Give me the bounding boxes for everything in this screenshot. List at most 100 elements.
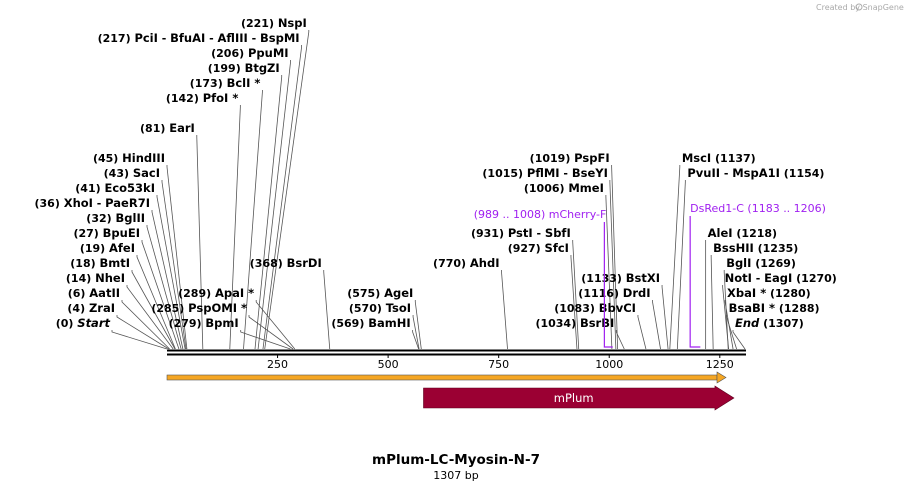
site-position: (1116) <box>578 287 623 300</box>
orf-track[interactable] <box>166 371 727 384</box>
site-position: (1218) <box>733 227 778 240</box>
restriction-site-label[interactable]: (931) PstI - SbfI <box>471 226 571 240</box>
site-leader <box>676 180 686 350</box>
restriction-site-label[interactable]: (1019) PspFI <box>530 151 610 165</box>
site-leader <box>412 315 420 350</box>
restriction-site-label[interactable]: End (1307) <box>735 316 804 330</box>
restriction-site-label[interactable]: MscI (1137) <box>682 151 756 165</box>
site-leader <box>264 30 310 350</box>
enzyme-name: NheI <box>95 271 125 285</box>
sequence-backbone <box>167 349 746 356</box>
restriction-site-label[interactable]: (199) BtgZI <box>208 61 280 75</box>
restriction-site-label[interactable]: (206) PpuMI <box>211 46 288 60</box>
site-leader <box>414 300 422 350</box>
restriction-site-label[interactable]: (285) PspOMI * <box>151 301 247 315</box>
snapgene-brand: SnapGene <box>863 3 904 12</box>
restriction-site-label[interactable]: (1034) BsrBI <box>535 316 614 330</box>
ruler-tick-label: 1250 <box>706 358 734 371</box>
restriction-site-label[interactable]: (927) SfcI <box>508 241 569 255</box>
enzyme-name: AatII <box>89 286 120 300</box>
restriction-site-label[interactable]: (43) SacI <box>104 166 160 180</box>
restriction-site-label[interactable]: (173) BclI * <box>190 76 261 90</box>
enzyme-name: ZraI <box>89 301 115 315</box>
site-leader <box>605 195 613 350</box>
enzyme-name: MmeI <box>568 181 604 195</box>
restriction-site-label[interactable]: (18) BmtI <box>70 256 130 270</box>
restriction-site-label[interactable]: (19) AfeI <box>80 241 135 255</box>
restriction-site-label[interactable]: (36) XhoI - PaeR7I <box>35 196 151 210</box>
restriction-site-label[interactable]: (279) BpmI <box>169 316 239 330</box>
restriction-site-label[interactable]: (1006) MmeI <box>524 181 604 195</box>
primer-annotations: (989 .. 1008) mCherry-F DsRed1-C (1183 ..… <box>474 202 826 348</box>
site-leader <box>131 270 176 350</box>
restriction-site-label[interactable]: PvuII - MspA1I (1154) <box>687 166 824 180</box>
site-leader <box>722 285 730 350</box>
restriction-site-label[interactable]: AleI (1218) <box>708 226 777 240</box>
site-position: (32) <box>86 212 115 225</box>
restriction-site-label[interactable]: BglI (1269) <box>726 256 796 270</box>
restriction-site-label[interactable]: (81) EarI <box>140 121 195 135</box>
restriction-site-label[interactable]: (1083) BbvCI <box>554 301 636 315</box>
site-leader <box>121 300 170 350</box>
restriction-site-label[interactable]: (14) NheI <box>66 271 125 285</box>
snapgene-logo-icon <box>855 3 863 11</box>
site-position: (1019) <box>530 152 575 165</box>
restriction-site-label[interactable]: (1116) DrdI <box>578 286 650 300</box>
site-leader <box>611 165 619 350</box>
site-leader <box>161 180 187 350</box>
enzyme-name: BglII <box>116 211 146 225</box>
enzyme-name: BfuAI <box>170 31 205 45</box>
restriction-site-label[interactable]: (575) AgeI <box>347 286 413 300</box>
restriction-site-label[interactable]: NotI - EagI (1270) <box>725 271 837 285</box>
site-leader <box>166 165 188 350</box>
restriction-site-label[interactable]: (41) Eco53kI <box>75 181 155 195</box>
site-position: (570) <box>349 302 386 315</box>
enzyme-name: BpuEI <box>103 226 140 240</box>
restriction-site-label[interactable]: (368) BsrDI <box>250 256 322 270</box>
ruler-tick-label: 1000 <box>595 358 623 371</box>
primer[interactable]: (989 .. 1008) mCherry-F <box>474 208 613 348</box>
enzyme-name: BmtI <box>99 256 130 270</box>
enzyme-name: EagI <box>764 271 792 285</box>
enzyme-name: TsoI <box>386 301 411 315</box>
restriction-site-label[interactable]: (770) AhdI <box>433 256 499 270</box>
ruler-tick-label: 250 <box>267 358 288 371</box>
enzyme-name: DrdI <box>623 286 651 300</box>
restriction-site-label[interactable]: (569) BamHI <box>331 316 410 330</box>
restriction-site-label[interactable]: (1015) PflMI - BseYI <box>482 166 607 180</box>
enzyme-name: Start <box>77 316 110 330</box>
restriction-site-label[interactable]: (27) BpuEI <box>73 226 140 240</box>
feature-mplum[interactable]: mPlum <box>423 385 735 411</box>
restriction-site-label[interactable]: (570) TsoI <box>349 301 411 315</box>
credit-text: Created by SnapGene <box>816 3 904 12</box>
restriction-site-label[interactable]: (289) ApaI * <box>178 286 254 300</box>
restriction-site-label[interactable]: (221) NspI <box>241 16 307 30</box>
enzyme-name: SbfI <box>545 226 571 240</box>
enzyme-name: BsrBI <box>580 316 614 330</box>
site-position: (206) <box>211 47 248 60</box>
site-position: (14) <box>66 272 95 285</box>
site-leader <box>615 330 625 350</box>
restriction-site-label[interactable]: (6) AatII <box>68 286 120 300</box>
ruler-tick-label: 750 <box>488 358 509 371</box>
site-position: (217) <box>98 32 135 45</box>
restriction-site-label[interactable]: (217) PciI - BfuAI - AflIII - BspMI <box>98 31 300 45</box>
enzyme-name: NotI <box>725 271 752 285</box>
site-position: (41) <box>75 182 104 195</box>
site-leader <box>501 270 508 350</box>
primer[interactable]: DsRed1-C (1183 .. 1206) <box>689 202 826 348</box>
restriction-site-label[interactable]: (142) PfoI * <box>166 91 239 105</box>
enzyme-name: EarI <box>169 121 195 135</box>
restriction-site-label[interactable]: (32) BglII <box>86 211 145 225</box>
enzyme-name: BclI * <box>227 76 261 90</box>
enzyme-name: SacI <box>133 166 160 180</box>
restriction-site-label[interactable]: (45) HindIII <box>93 151 165 165</box>
restriction-site-label[interactable]: (0) Start <box>56 316 111 330</box>
restriction-site-label[interactable]: BsaBI * (1288) <box>729 301 820 315</box>
restriction-site-label[interactable]: (4) ZraI <box>67 301 115 315</box>
restriction-site-label[interactable]: BssHII (1235) <box>713 241 798 255</box>
restriction-site-label[interactable]: (1133) BstXI <box>581 271 660 285</box>
enzyme-name: BspMI <box>260 31 300 45</box>
site-position: (1137) <box>711 152 756 165</box>
restriction-site-label[interactable]: XbaI * (1280) <box>727 286 811 300</box>
